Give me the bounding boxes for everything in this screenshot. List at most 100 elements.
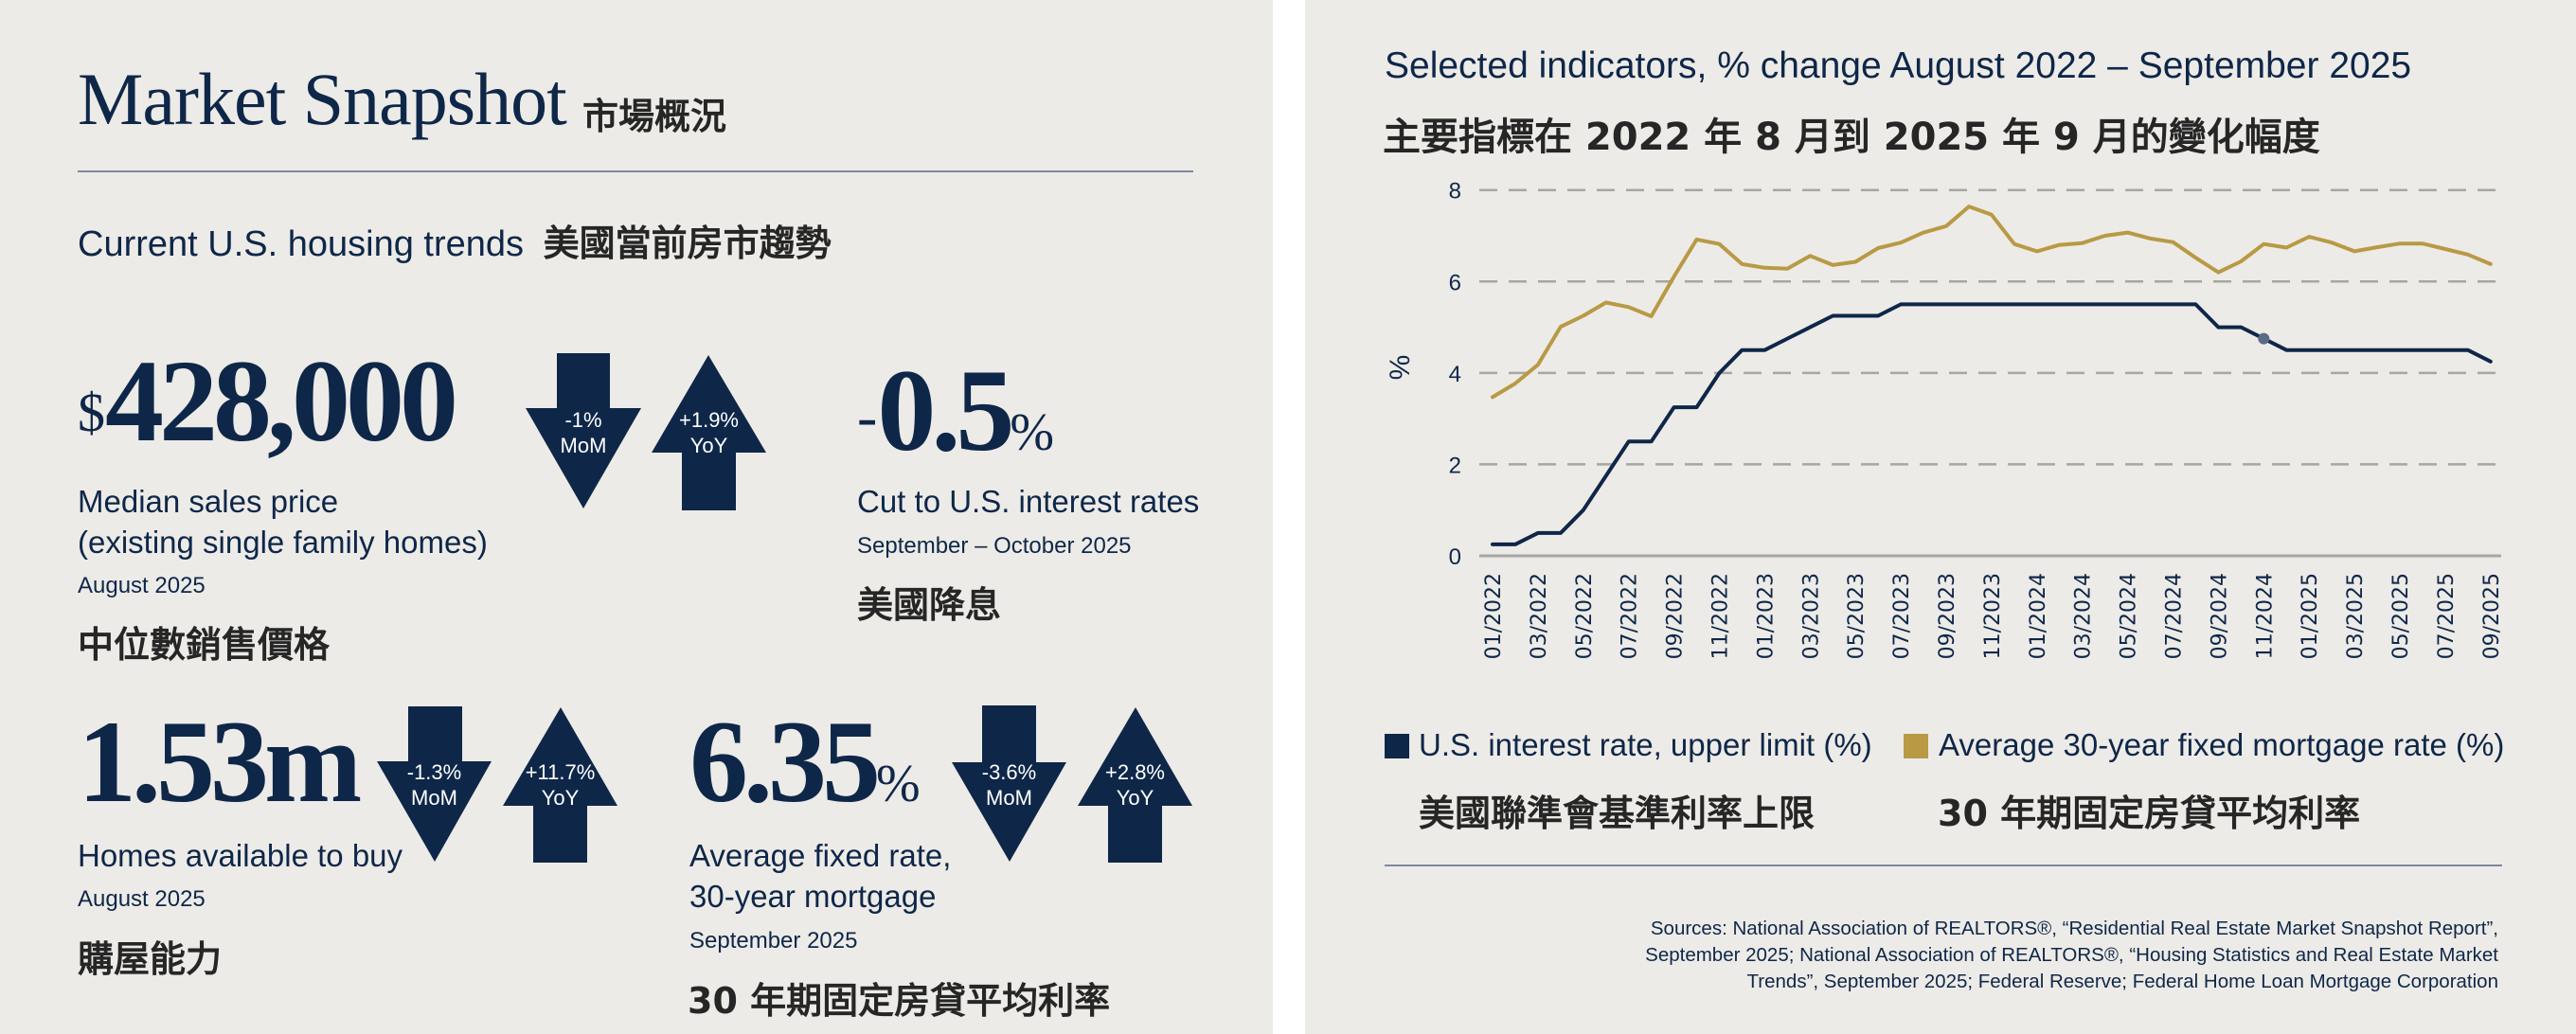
x-tick-label: 01/2024 <box>2027 573 2050 659</box>
homes-available-value: 1.53m <box>78 697 362 827</box>
yoy-value: +1.9% <box>679 408 739 432</box>
median-price-yoy-badge: +1.9% YoY <box>652 355 766 510</box>
homes-available-mom-badge: -1.3% MoM <box>377 706 492 862</box>
arrow-down-icon <box>952 705 1066 862</box>
median-price-label-cn: 中位數銷售價格 <box>78 624 331 666</box>
mom-value: -1.3% <box>406 760 462 784</box>
line-chart: 0 2 4 6 8 % 01/2022 03/2022 05/2022 07/2022 09/2… <box>1385 179 2504 660</box>
x-tick-label: 11/2022 <box>1709 573 1733 659</box>
chart-title: Selected indicators, % change August 202… <box>1385 45 2412 86</box>
sources-divider <box>1385 865 2502 866</box>
x-tick-label: 03/2022 <box>1528 573 1551 659</box>
mom-label: MoM <box>411 786 457 810</box>
mom-value: -1% <box>564 408 602 432</box>
x-tick-label: 09/2022 <box>1664 573 1688 659</box>
mom-label: MoM <box>560 434 607 457</box>
mom-label: MoM <box>986 786 1032 810</box>
y-tick-label: 8 <box>1449 179 1461 205</box>
arrow-up-icon <box>652 355 766 510</box>
title-divider <box>78 170 1193 172</box>
mortgage-rate-label-cn: 30 年期固定房貸平均利率 <box>688 980 1111 1022</box>
legend-swatch-interest-rate <box>1385 734 1409 758</box>
x-tick-label: 07/2022 <box>1619 573 1642 659</box>
yoy-label: YoY <box>541 786 580 810</box>
y-tick-label: 6 <box>1449 270 1461 295</box>
x-tick-label: 05/2025 <box>2389 573 2413 659</box>
arrow-down-icon <box>526 353 641 508</box>
legend-label-interest-rate-cn: 美國聯準會基準利率上限 <box>1419 793 1816 834</box>
yoy-label: YoY <box>1116 786 1154 810</box>
y-axis-ticks: 0 2 4 6 8 <box>1449 179 1461 570</box>
series-line-mortgage-rate <box>1491 205 2493 400</box>
yoy-value: +2.8% <box>1105 760 1165 784</box>
legend-label-interest-rate: U.S. interest rate, upper limit (%) <box>1419 727 1872 762</box>
x-tick-label: 01/2025 <box>2299 573 2322 659</box>
x-tick-label: 05/2022 <box>1573 573 1597 659</box>
x-tick-label: 11/2023 <box>1981 573 2005 659</box>
arrow-up-icon <box>503 707 617 863</box>
label-line: (existing single family homes) <box>78 525 488 560</box>
rate-cut-date: September – October 2025 <box>857 533 1132 559</box>
market-snapshot-panel: Market Snapshot 市場概況 Current U.S. housin… <box>0 0 1273 1034</box>
x-axis-ticks: 01/2022 03/2022 05/2022 07/2022 09/2022 11/20… <box>1482 573 2504 659</box>
x-tick-label: 09/2025 <box>2480 573 2504 659</box>
mortgage-rate-date: September 2025 <box>689 928 858 954</box>
page-title-cn: 市場概況 <box>582 96 727 137</box>
y-axis-label: % <box>1385 355 1416 381</box>
median-price-label: Median sales price (existing single fami… <box>78 481 488 562</box>
x-tick-label: 03/2024 <box>2072 573 2096 659</box>
homes-available-label: Homes available to buy <box>78 838 403 873</box>
subtitle-en: Current U.S. housing trends <box>78 224 525 264</box>
median-price-mom-badge: -1% MoM <box>526 353 641 508</box>
label-line: Average fixed rate, <box>689 838 952 873</box>
homes-available-label-cn: 購屋能力 <box>78 938 223 980</box>
legend-label-mortgage-rate-cn: 30 年期固定房貸平均利率 <box>1938 793 2361 834</box>
homes-available-date: August 2025 <box>78 886 206 912</box>
chart-panel: Selected indicators, % change August 202… <box>1305 0 2576 1034</box>
x-tick-label: 03/2025 <box>2344 573 2368 659</box>
x-tick-label: 03/2023 <box>1799 573 1823 659</box>
mom-value: -3.6% <box>981 760 1037 784</box>
legend-label-mortgage-rate: Average 30-year fixed mortgage rate (%) <box>1939 727 2505 762</box>
mortgage-rate-value: 6.35% <box>689 697 921 827</box>
x-tick-label: 07/2025 <box>2435 573 2459 659</box>
median-price-value: $428,000 <box>78 336 458 466</box>
legend-swatch-mortgage-rate <box>1904 734 1928 758</box>
x-tick-label: 01/2023 <box>1754 573 1778 659</box>
x-tick-label: 01/2022 <box>1482 573 1506 659</box>
mortgage-rate-mom-badge: -3.6% MoM <box>952 705 1066 862</box>
section-subtitle: Current U.S. housing trends 美國當前房市趨勢 <box>78 214 832 266</box>
x-tick-label: 07/2023 <box>1890 573 1914 659</box>
subtitle-cn: 美國當前房市趨勢 <box>543 223 832 264</box>
arrow-down-icon <box>377 706 492 862</box>
data-point-marker[interactable] <box>2258 332 2270 345</box>
x-tick-label: 11/2024 <box>2253 573 2277 659</box>
rate-cut-label-cn: 美國降息 <box>857 584 1002 626</box>
rate-cut-label: Cut to U.S. interest rates <box>857 484 1200 519</box>
sources-note: Sources: National Association of REALTOR… <box>1645 918 2498 992</box>
gridlines <box>1479 188 2501 558</box>
median-price-date: August 2025 <box>78 573 206 598</box>
x-tick-label: 05/2023 <box>1845 573 1869 659</box>
page-title: Market Snapshot <box>78 58 567 140</box>
chart-subtitle-cn: 主要指標在 2022 年 8 月到 2025 年 9 月的變化幅度 <box>1383 116 2320 159</box>
minus-sign: - <box>857 383 878 450</box>
mortgage-rate-label: Average fixed rate, 30-year mortgage <box>689 835 951 917</box>
series <box>1491 205 2493 546</box>
y-tick-label: 0 <box>1449 544 1461 570</box>
mortgage-rate-yoy-badge: +2.8% YoY <box>1078 707 1192 863</box>
series-line-interest-rate <box>1491 302 2493 546</box>
arrow-up-icon <box>1078 707 1192 863</box>
x-tick-label: 05/2024 <box>2118 573 2141 659</box>
label-line: Median sales price <box>78 484 339 519</box>
rate-cut-value: -0.5% <box>857 346 1054 475</box>
x-tick-label: 09/2024 <box>2208 573 2231 659</box>
homes-available-yoy-badge: +11.7% YoY <box>503 707 617 863</box>
yoy-value: +11.7% <box>525 760 596 784</box>
y-tick-label: 2 <box>1449 453 1461 478</box>
x-tick-label: 07/2024 <box>2163 573 2187 659</box>
label-line: 30-year mortgage <box>689 879 937 914</box>
y-tick-label: 4 <box>1449 362 1461 387</box>
yoy-label: YoY <box>689 434 728 457</box>
currency-symbol: $ <box>78 382 105 443</box>
